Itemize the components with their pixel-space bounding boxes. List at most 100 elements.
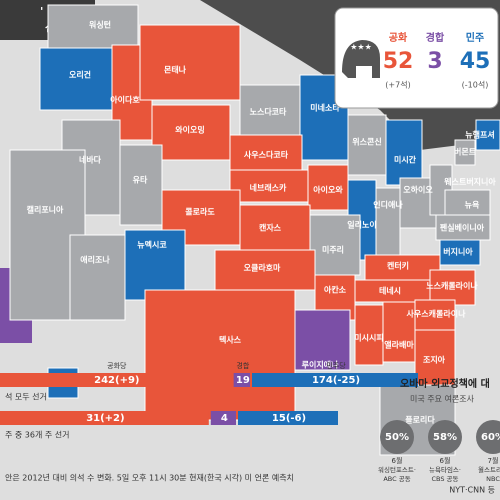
state-label: 루이지애나 [302, 360, 339, 370]
summary-label: 민주 [466, 31, 484, 44]
state-label: 일리노이 [347, 220, 376, 230]
state-label: 웨스트버지니아 [444, 177, 496, 187]
state-label: 플로리다 [405, 415, 435, 425]
state [39, 47, 113, 111]
state-label: 텍사스 [219, 335, 242, 345]
state-label: 아이다호 [110, 95, 140, 105]
state-label: 뉴욕 [465, 200, 480, 210]
state-label: 캘리포니아 [27, 205, 64, 215]
bar-value: 242(+9) [94, 375, 139, 386]
state-label: 노스캐롤라이나 [426, 281, 478, 291]
seat-bar [210, 411, 236, 425]
state-label: 위스콘신 [352, 137, 381, 147]
seat-bar [238, 411, 338, 425]
state-label: 콜로라도 [185, 207, 215, 217]
seat-bar [233, 373, 250, 387]
state-label: 미시시피 [354, 333, 383, 343]
state-label: 앨라배마 [384, 340, 414, 350]
summary: 공화 52 (+7석) 경합 3 민주 45 (-10석) [383, 31, 491, 90]
summary-box [334, 7, 499, 109]
bar-value: 15(-6) [272, 413, 306, 424]
summary-value: 52 [383, 49, 414, 74]
summary-value: 3 [427, 49, 442, 74]
state [229, 169, 309, 203]
state-label: 애리조나 [80, 255, 110, 265]
poll-source: 뉴욕타임스· [429, 465, 461, 474]
state-label: 오하이오 [403, 185, 433, 195]
state-label: 테네시 [379, 286, 401, 296]
state-label: 인디애나 [373, 200, 403, 210]
elephant-icon: ★★★ [342, 40, 380, 78]
bar-label: 경합 [236, 361, 249, 370]
state [229, 134, 303, 171]
summary-change: (+7석) [385, 80, 410, 90]
state [439, 239, 481, 266]
poll-source: 월스트리트 [478, 465, 500, 474]
source: NYT·CNN 등 [449, 486, 495, 495]
state [347, 114, 387, 176]
poll-month: 7월 [488, 456, 499, 465]
poll-source: NBC [486, 475, 500, 483]
footnote: 안은 2012년 대비 의석 수 변화. 5일 오후 11시 30분 현재(한국… [5, 473, 294, 483]
summary-label: 공화 [389, 32, 408, 44]
poll-subtitle: 미국 주요 여론조사 [410, 394, 475, 404]
state [309, 214, 361, 276]
state [294, 309, 351, 371]
state [375, 187, 401, 259]
poll-value: 58% [433, 432, 457, 443]
poll-month: 6월 [440, 456, 451, 465]
state-label: 조지아 [423, 355, 446, 365]
state-label: 미시간 [394, 155, 417, 165]
bar-note: 석 모두 선거 [5, 392, 47, 402]
seat-bar [0, 373, 232, 387]
poll-value: 60% [481, 432, 500, 443]
poll-source: 워싱턴포스트· [378, 465, 416, 474]
poll-month: 6월 [392, 456, 403, 465]
state [454, 139, 476, 166]
state [475, 119, 500, 151]
seat-bar [252, 373, 418, 387]
state [414, 299, 456, 331]
bar-value: 31(+2) [86, 413, 124, 424]
state [119, 144, 163, 226]
state-label: 미주리 [322, 245, 344, 255]
state-label: 버몬트 [454, 147, 477, 157]
state [354, 304, 384, 366]
state-label: 네브래스카 [250, 183, 287, 193]
summary-value: 45 [460, 49, 491, 74]
state [414, 329, 456, 386]
summary-change: (-10석) [462, 80, 489, 90]
state-label: 사우스캐롤라이나 [407, 309, 467, 319]
state-label: 미네소타 [310, 103, 340, 113]
state-label: 아칸소 [324, 285, 347, 295]
summary-label: 경합 [426, 31, 445, 44]
poll-value: 50% [385, 432, 409, 443]
seat-bar [0, 411, 209, 425]
state [139, 24, 241, 101]
poll-source: ABC 공동 [383, 475, 410, 483]
state [69, 234, 126, 321]
poll-circle [428, 420, 462, 454]
state-label: 뉴멕시코 [137, 240, 167, 250]
state-label: 오클라호마 [244, 263, 281, 273]
state-label: 워싱턴 [89, 20, 111, 30]
state [364, 254, 441, 281]
state-label: 버지니아 [443, 247, 473, 257]
bar-label: 공화당 [107, 361, 127, 370]
state [385, 119, 423, 186]
poll-title: 오바마 외교정책에 대 [400, 377, 490, 390]
state [151, 104, 231, 161]
state-label: 펜실베이니아 [440, 223, 485, 233]
state-label: 아이오와 [313, 185, 343, 195]
state-label: 오리건 [69, 70, 91, 80]
bar-label: 민주당 [326, 361, 346, 370]
state-label: 사우스다코타 [244, 150, 289, 160]
state [214, 249, 316, 291]
state-label: 네바다 [79, 155, 102, 165]
bar-value: 19 [236, 375, 250, 386]
state [47, 4, 139, 51]
